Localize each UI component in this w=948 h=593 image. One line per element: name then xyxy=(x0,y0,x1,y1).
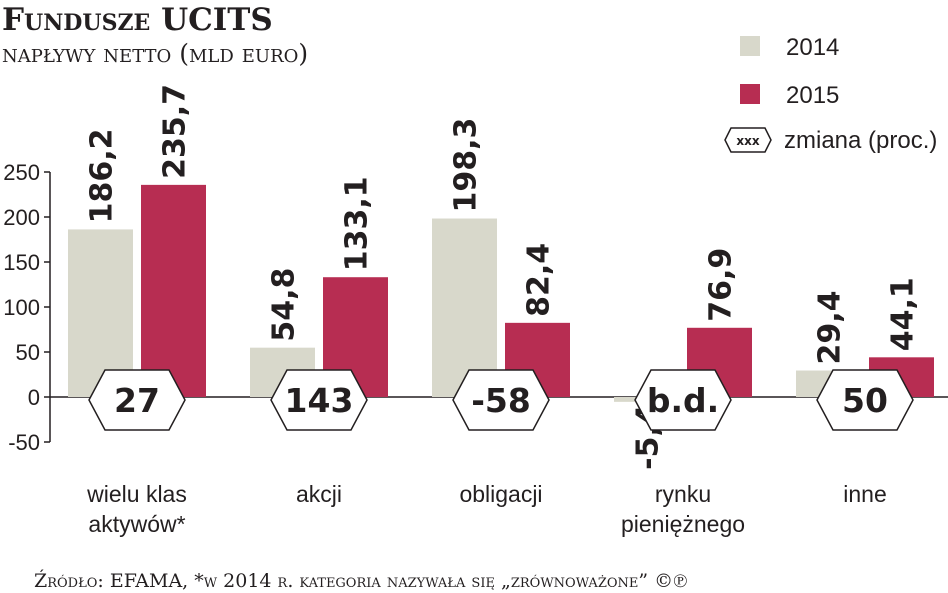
y-tick-label: 250 xyxy=(3,160,40,185)
value-label-2014-4: 29,4 xyxy=(813,291,848,365)
change-badge-2 xyxy=(452,369,550,431)
change-badge-4 xyxy=(816,369,914,431)
value-label-2015-2: 82,4 xyxy=(522,243,557,317)
source-note: Źródło: EFAMA, *w 2014 r. kategoria nazy… xyxy=(34,569,688,592)
value-label-2015-1: 133,1 xyxy=(340,176,375,271)
category-label-3: rynku xyxy=(655,481,711,507)
y-tick-label: 100 xyxy=(3,295,40,320)
value-label-2015-0: 235,7 xyxy=(158,84,193,179)
legend-swatch-2015 xyxy=(740,84,760,104)
legend-label-2014: 2014 xyxy=(786,34,839,61)
value-labels: 186,2 235,754,8133,1198,382,4-5,476,929,4… xyxy=(85,84,921,470)
change-badge-1 xyxy=(270,369,368,431)
y-tick-label: 200 xyxy=(3,205,40,230)
change-value-2: -58 xyxy=(471,381,531,420)
category-label-1: akcji xyxy=(296,481,342,507)
bar-2014-0 xyxy=(68,229,133,397)
legend-label-2015: 2015 xyxy=(786,82,839,109)
change-value-1: 143 xyxy=(285,381,354,420)
change-value-3: b.d. xyxy=(647,381,719,420)
value-label-2015-3: 76,9 xyxy=(704,248,739,322)
category-label-0: aktywów* xyxy=(88,511,185,537)
bar-2015-0 xyxy=(141,184,206,397)
value-label-2014-1: 54,8 xyxy=(267,268,302,342)
legend-change-icon-text: xxx xyxy=(736,134,759,148)
y-tick-label: 150 xyxy=(3,250,40,275)
category-labels: wielu klas aktywów* akcji obligacji rynku pie… xyxy=(86,481,887,537)
y-tick-label: 50 xyxy=(16,340,40,365)
legend-swatch-2014 xyxy=(740,36,760,56)
category-label-2: obligacji xyxy=(459,481,542,507)
change-hexagon-icon xyxy=(724,127,772,153)
change-value-0: 27 xyxy=(114,381,160,420)
legend: 2014 2015 xxx zmiana (proc.) xyxy=(724,34,937,154)
category-label-4: inne xyxy=(843,481,886,507)
category-label-3: pieniężnego xyxy=(621,511,745,537)
chart-subtitle: napływy netto (mld euro) xyxy=(2,39,308,68)
chart-title: Fundusze UCITS xyxy=(2,2,273,38)
legend-label-change: zmiana (proc.) xyxy=(784,127,937,154)
change-badge-0 xyxy=(88,369,186,431)
category-label-0: wielu klas xyxy=(86,481,187,507)
change-value-4: 50 xyxy=(842,381,888,420)
bar-2014-2 xyxy=(432,218,497,397)
value-label-2015-4: 44,1 xyxy=(886,277,921,351)
value-label-2014-2: 198,3 xyxy=(449,118,484,213)
y-tick-label: 0 xyxy=(28,385,40,410)
y-tick-label: -50 xyxy=(8,430,40,455)
value-label-2014-0: 186,2 xyxy=(85,129,120,224)
change-badge-3 xyxy=(634,369,732,431)
change-badges: 27 143 -58 b.d. 50 xyxy=(88,369,914,431)
